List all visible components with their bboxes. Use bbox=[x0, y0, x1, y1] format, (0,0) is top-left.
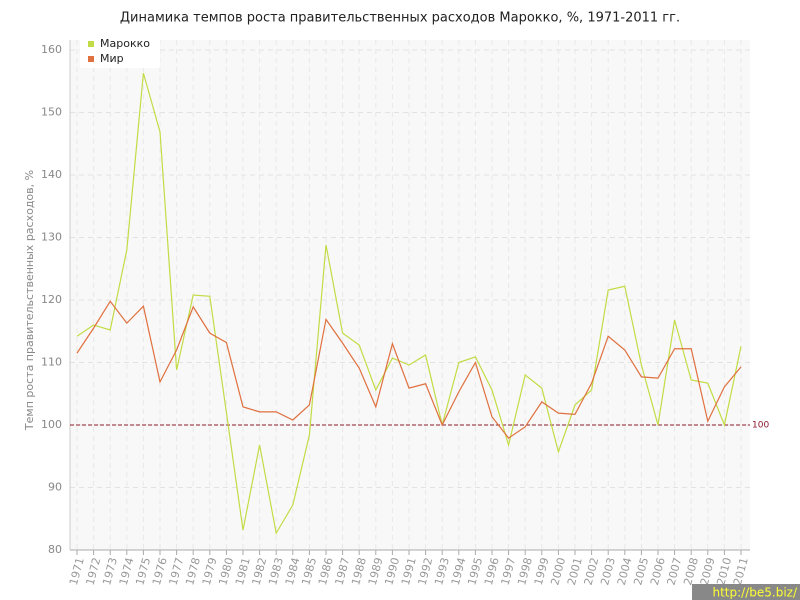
reference-label: 100 bbox=[752, 421, 769, 431]
legend-swatch bbox=[88, 56, 94, 62]
y-tick-label: 90 bbox=[48, 481, 62, 494]
y-tick-label: 130 bbox=[41, 231, 62, 244]
y-axis-label: Темп роста правительственных расходов, % bbox=[23, 170, 36, 431]
chart-title: Динамика темпов роста правительственных … bbox=[120, 11, 680, 26]
legend-swatch bbox=[88, 41, 94, 47]
y-tick-label: 140 bbox=[41, 168, 62, 181]
watermark-bg bbox=[692, 584, 800, 600]
y-tick-label: 80 bbox=[48, 543, 62, 556]
y-tick-label: 160 bbox=[41, 43, 62, 56]
y-tick-label: 100 bbox=[41, 418, 62, 431]
x-tick-label: 2011 bbox=[731, 556, 751, 586]
y-tick-label: 150 bbox=[41, 106, 62, 119]
legend-label: Мир bbox=[100, 52, 124, 65]
y-tick-label: 120 bbox=[41, 293, 62, 306]
watermark: http://be5.biz/ bbox=[712, 586, 797, 600]
plot-background bbox=[70, 40, 750, 550]
legend-box bbox=[80, 34, 160, 68]
legend-label: Марокко bbox=[100, 37, 150, 50]
y-tick-label: 110 bbox=[41, 356, 62, 369]
data-line bbox=[76, 300, 742, 439]
